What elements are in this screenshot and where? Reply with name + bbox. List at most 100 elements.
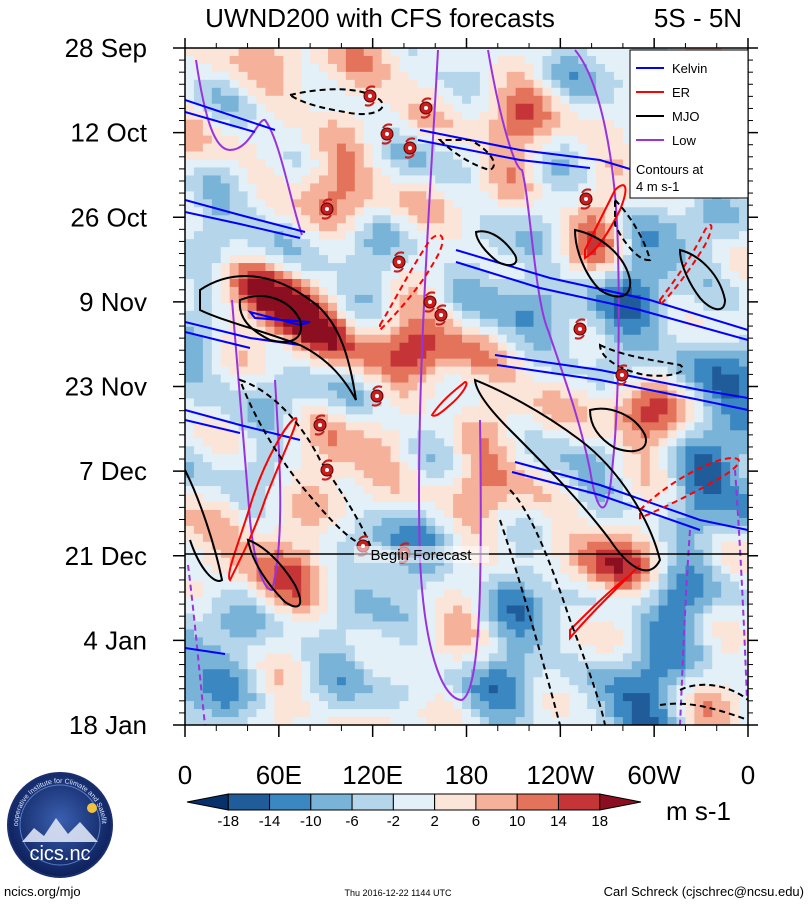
heatmap-cell bbox=[640, 302, 651, 312]
heatmap-cell bbox=[640, 613, 651, 623]
heatmap-cell bbox=[515, 302, 526, 312]
heatmap-cell bbox=[372, 334, 383, 344]
heatmap-cell bbox=[658, 629, 669, 638]
heatmap-cell bbox=[694, 239, 704, 248]
heatmap-cell bbox=[408, 175, 418, 184]
heatmap-cell bbox=[256, 669, 267, 678]
heatmap-cell bbox=[354, 406, 365, 415]
heatmap-cell bbox=[336, 446, 347, 455]
heatmap-cell bbox=[274, 63, 284, 73]
heatmap-cell bbox=[587, 398, 597, 408]
heatmap-cell bbox=[640, 470, 651, 479]
heatmap-cell bbox=[596, 517, 606, 527]
heatmap-cell bbox=[185, 63, 195, 73]
heatmap-cell bbox=[319, 79, 329, 89]
heatmap-cell bbox=[622, 653, 633, 662]
heatmap-cell bbox=[721, 557, 731, 567]
heatmap-cell bbox=[229, 494, 240, 503]
heatmap-cell bbox=[488, 334, 499, 344]
heatmap-cell bbox=[462, 422, 472, 431]
heatmap-cell bbox=[533, 358, 544, 368]
heatmap-cell bbox=[310, 207, 320, 216]
heatmap-cell bbox=[551, 55, 561, 65]
heatmap-cell bbox=[524, 302, 535, 312]
heatmap-cell bbox=[238, 191, 249, 200]
heatmap-cell bbox=[185, 135, 195, 145]
heatmap-cell bbox=[319, 565, 329, 575]
heatmap-cell bbox=[319, 430, 329, 439]
heatmap-cell bbox=[444, 486, 454, 495]
heatmap-cell bbox=[506, 462, 517, 471]
heatmap-cell bbox=[327, 79, 338, 89]
heatmap-cell bbox=[229, 231, 240, 240]
heatmap-cell bbox=[399, 286, 410, 296]
heatmap-cell bbox=[417, 95, 427, 105]
heatmap-cell bbox=[560, 231, 570, 240]
heatmap-cell bbox=[658, 462, 669, 471]
heatmap-cell bbox=[256, 589, 267, 599]
heatmap-cell bbox=[470, 406, 481, 415]
heatmap-cell bbox=[381, 79, 392, 89]
heatmap-cell bbox=[354, 390, 365, 400]
heatmap-cell bbox=[658, 621, 669, 631]
heatmap-cell bbox=[596, 629, 606, 638]
heatmap-cell bbox=[354, 255, 365, 264]
heatmap-cell bbox=[220, 191, 231, 200]
heatmap-cell bbox=[524, 637, 535, 646]
heatmap-cell bbox=[336, 119, 347, 129]
heatmap-cell bbox=[435, 486, 445, 495]
heatmap-cell bbox=[694, 342, 704, 352]
heatmap-cell bbox=[596, 350, 606, 360]
heatmap-cell bbox=[560, 669, 570, 678]
heatmap-cell bbox=[676, 597, 687, 607]
heatmap-cell bbox=[622, 103, 633, 113]
heatmap-cell bbox=[444, 462, 454, 471]
heatmap-cell bbox=[381, 613, 392, 623]
heatmap-cell bbox=[730, 669, 740, 678]
heatmap-cell bbox=[605, 669, 615, 678]
heatmap-cell bbox=[569, 215, 579, 224]
heatmap-cell bbox=[730, 255, 740, 264]
heatmap-cell bbox=[283, 629, 293, 638]
heatmap-cell bbox=[211, 557, 222, 567]
heatmap-cell bbox=[193, 87, 204, 97]
heatmap-cell bbox=[408, 470, 418, 479]
heatmap-cell bbox=[336, 565, 347, 575]
heatmap-cell bbox=[292, 478, 302, 487]
heatmap-cell bbox=[202, 470, 213, 479]
heatmap-cell bbox=[301, 470, 311, 479]
heatmap-cell bbox=[354, 653, 365, 662]
heatmap-cell bbox=[202, 151, 213, 161]
heatmap-cell bbox=[292, 374, 302, 384]
heatmap-cell bbox=[649, 637, 660, 646]
heatmap-cell bbox=[444, 621, 454, 631]
heatmap-cell bbox=[703, 247, 713, 256]
heatmap-cell bbox=[381, 525, 392, 535]
heatmap-cell bbox=[479, 637, 490, 646]
heatmap-cell bbox=[667, 286, 678, 296]
heatmap-cell bbox=[560, 111, 570, 121]
heatmap-cell bbox=[578, 278, 588, 288]
heatmap-cell bbox=[229, 629, 240, 638]
heatmap-cell bbox=[721, 462, 731, 471]
heatmap-cell bbox=[560, 637, 570, 646]
heatmap-cell bbox=[497, 414, 508, 423]
heatmap-cell bbox=[336, 55, 347, 65]
heatmap-cell bbox=[587, 95, 597, 105]
heatmap-cell bbox=[622, 509, 633, 519]
heatmap-cell bbox=[319, 478, 329, 487]
heatmap-cell bbox=[497, 342, 508, 352]
heatmap-cell bbox=[310, 326, 320, 336]
heatmap-cell bbox=[301, 366, 311, 376]
heatmap-cell bbox=[596, 573, 606, 583]
heatmap-cell bbox=[310, 151, 320, 161]
heatmap-cell bbox=[453, 533, 463, 543]
heatmap-cell bbox=[596, 422, 606, 431]
heatmap-cell bbox=[685, 310, 695, 320]
heatmap-cell bbox=[569, 517, 579, 527]
heatmap-cell bbox=[613, 159, 624, 169]
heatmap-cell bbox=[551, 127, 561, 137]
heatmap-cell bbox=[596, 589, 606, 599]
heatmap-cell bbox=[354, 271, 365, 280]
heatmap-cell bbox=[560, 87, 570, 97]
